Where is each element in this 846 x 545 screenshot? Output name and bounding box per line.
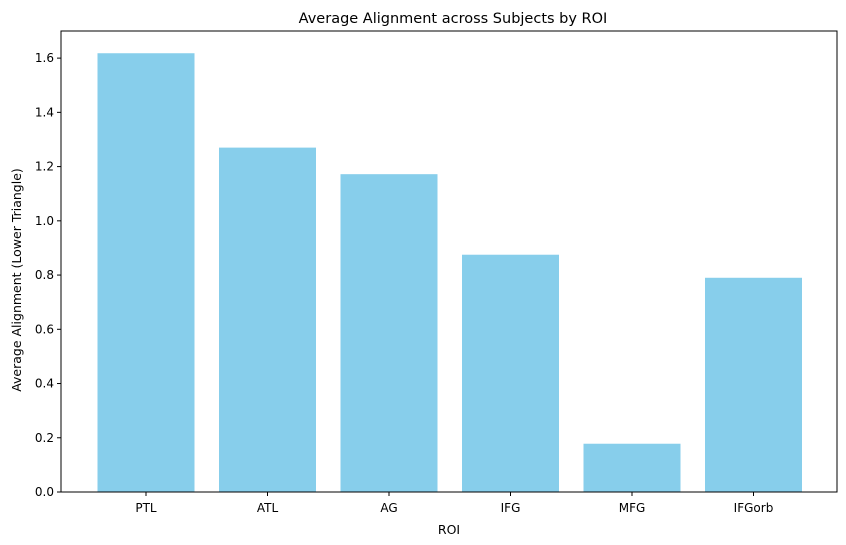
bar-ptl <box>97 53 195 492</box>
bar-ag <box>340 174 438 492</box>
y-tick-label: 1.4 <box>35 105 54 119</box>
y-axis-ticks: 0.0 0.2 0.4 0.6 0.8 1.0 1.2 1.4 1.6 <box>35 51 61 499</box>
bars-group <box>97 53 802 492</box>
y-tick-label: 0.8 <box>35 268 54 282</box>
bar-mfg <box>583 443 681 492</box>
y-tick-label: 0.4 <box>35 377 54 391</box>
y-tick-label: 0.2 <box>35 431 54 445</box>
x-axis-ticks: PTL ATL AG IFG MFG IFGorb <box>135 492 773 515</box>
x-tick-label: IFG <box>501 501 521 515</box>
y-tick-label: 1.6 <box>35 51 54 65</box>
y-tick-label: 1.2 <box>35 160 54 174</box>
y-tick-label: 0.0 <box>35 485 54 499</box>
x-tick-label: MFG <box>619 501 646 515</box>
bar-ifgorb <box>705 277 802 492</box>
y-tick-label: 0.6 <box>35 322 54 336</box>
bar-atl <box>219 147 316 492</box>
y-tick-label: 1.0 <box>35 214 54 228</box>
x-tick-label: ATL <box>257 501 279 515</box>
x-axis-label: ROI <box>438 522 460 537</box>
chart-title: Average Alignment across Subjects by ROI <box>299 11 608 27</box>
bar-ifg <box>462 254 559 492</box>
x-tick-label: AG <box>380 501 397 515</box>
y-axis-label: Average Alignment (Lower Triangle) <box>9 168 24 392</box>
x-tick-label: IFGorb <box>734 501 774 515</box>
x-tick-label: PTL <box>135 501 157 515</box>
plot-frame <box>60 30 838 493</box>
